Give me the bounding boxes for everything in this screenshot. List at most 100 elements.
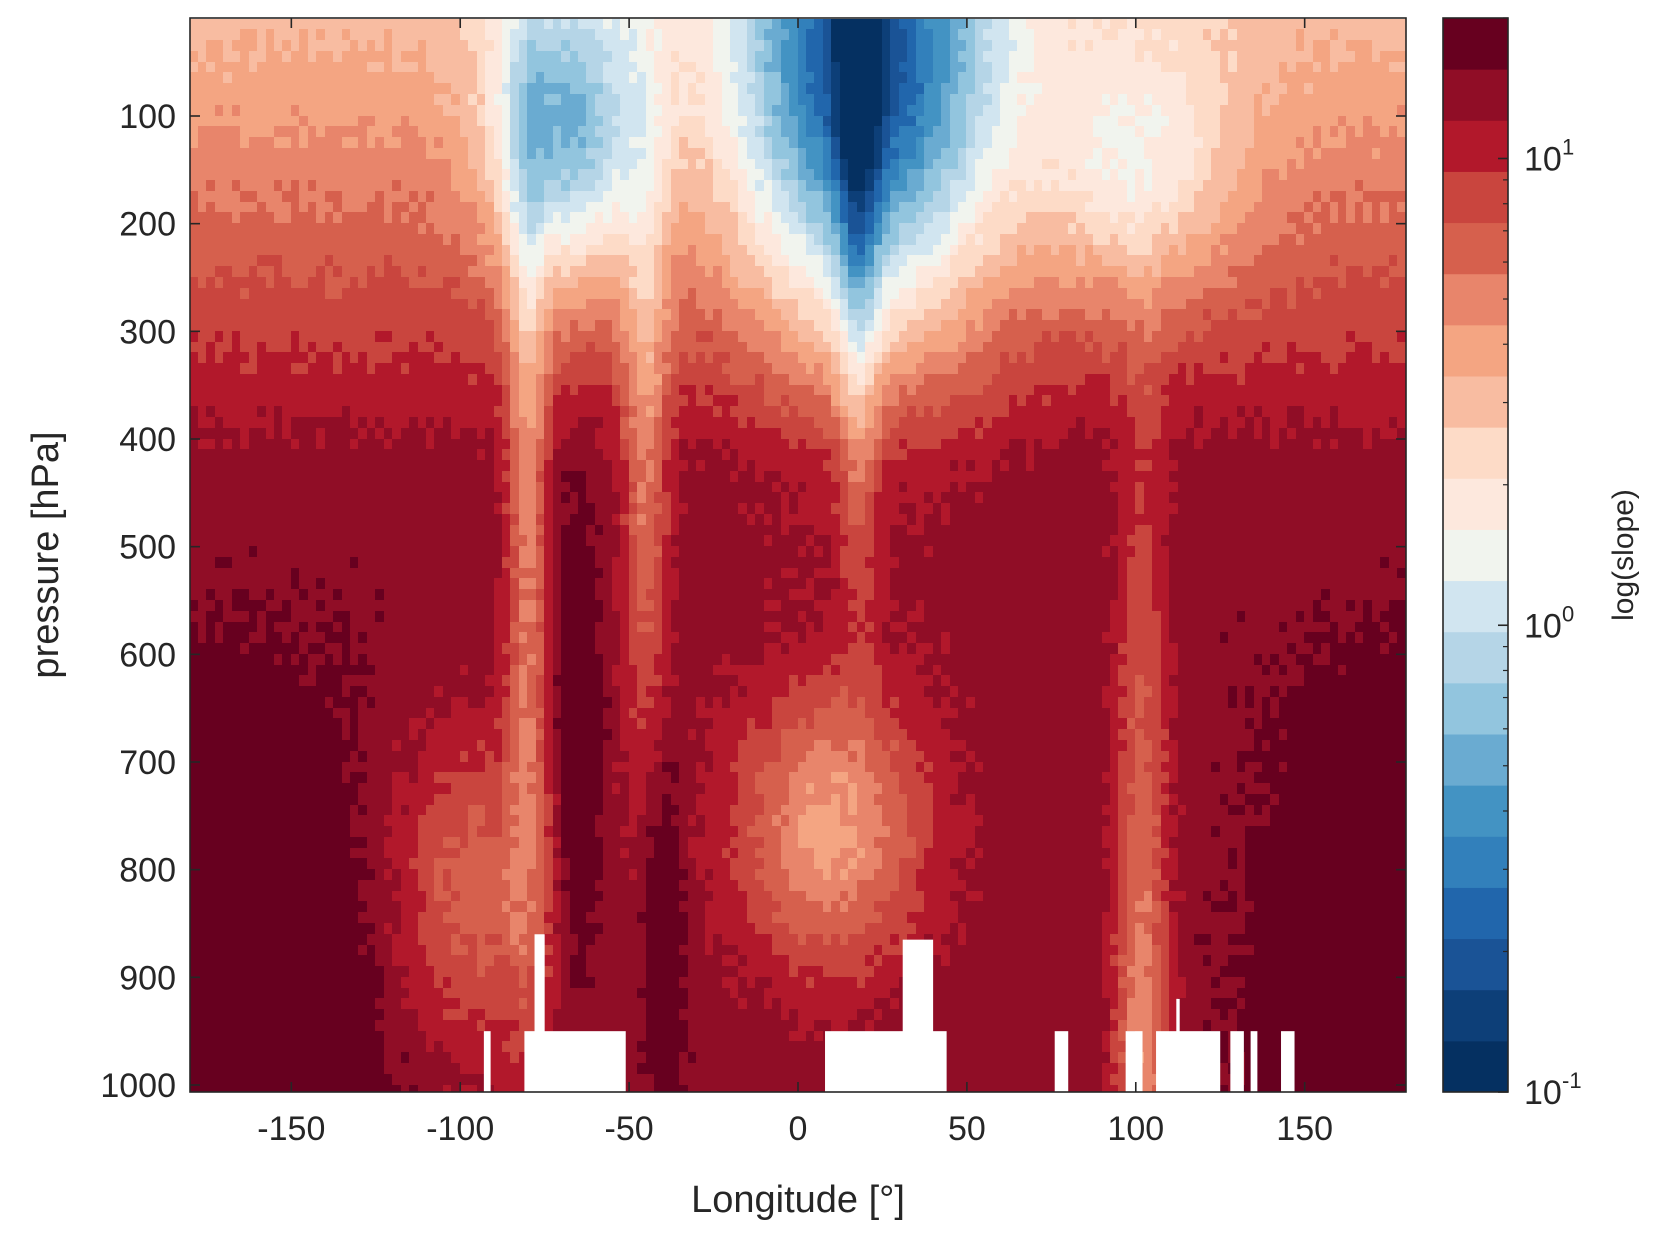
heatmap-cell (460, 654, 470, 667)
heatmap-cell (266, 116, 276, 128)
heatmap-cell (198, 234, 208, 247)
heatmap-cell (308, 19, 318, 31)
heatmap-cell (477, 40, 487, 53)
heatmap-cell (553, 998, 563, 1011)
heatmap-cell (586, 482, 597, 494)
heatmap-cell (544, 148, 555, 161)
heatmap-cell (595, 331, 605, 344)
heatmap-cell (586, 514, 597, 527)
heatmap-cell (342, 643, 352, 656)
heatmap-cell (206, 169, 217, 182)
heatmap-cell (333, 288, 343, 301)
heatmap-cell (392, 320, 403, 333)
heatmap-cell (477, 439, 487, 451)
heatmap-cell (510, 169, 521, 182)
heatmap-cell (316, 299, 327, 311)
heatmap-cell (502, 1085, 512, 1093)
heatmap-cell (358, 255, 369, 268)
heatmap-cell (375, 83, 386, 96)
heatmap-cell (325, 912, 335, 925)
heatmap-cell (477, 331, 487, 344)
heatmap-cell (418, 1041, 428, 1054)
heatmap-cell (333, 848, 343, 860)
heatmap-cell (384, 923, 394, 936)
heatmap-cell (392, 934, 403, 947)
heatmap-cell (375, 665, 386, 677)
heatmap-cell (342, 848, 352, 860)
heatmap-cell (342, 331, 352, 344)
heatmap-cell (215, 805, 225, 817)
heatmap-cell (553, 880, 563, 893)
heatmap-cell (586, 546, 597, 559)
heatmap-cell (468, 568, 479, 580)
heatmap-cell (308, 578, 318, 591)
heatmap-cell (274, 374, 284, 387)
heatmap-cell (494, 51, 504, 64)
heatmap-cell (350, 611, 360, 624)
heatmap-cell (215, 815, 225, 828)
heatmap-cell (223, 116, 234, 128)
heatmap-cell (561, 740, 571, 753)
heatmap-cell (595, 234, 605, 247)
heatmap-cell (291, 395, 301, 408)
heatmap-cell (519, 578, 529, 591)
heatmap-cell (434, 600, 445, 613)
heatmap-cell (190, 180, 200, 193)
heatmap-cell (299, 471, 310, 484)
heatmap-cell (502, 611, 512, 624)
heatmap-cell (527, 503, 538, 516)
heatmap-cell (308, 934, 318, 947)
heatmap-cell (578, 772, 588, 785)
heatmap-cell (418, 180, 428, 193)
heatmap-cell (477, 288, 487, 301)
heatmap-cell (502, 180, 512, 193)
heatmap-cell (510, 600, 521, 613)
heatmap-cells (190, 19, 1407, 1093)
heatmap-cell (586, 826, 597, 839)
heatmap-cell (350, 116, 360, 128)
heatmap-cell (325, 180, 335, 193)
heatmap-cell (536, 439, 546, 451)
heatmap-cell (240, 966, 251, 979)
heatmap-cell (299, 116, 310, 128)
heatmap-cell (519, 525, 529, 537)
heatmap-cell (232, 266, 242, 279)
heatmap-cell (215, 1074, 225, 1086)
heatmap-cell (358, 202, 369, 214)
heatmap-cell (392, 578, 403, 591)
heatmap-cell (401, 805, 411, 817)
heatmap-cell (544, 923, 555, 936)
heatmap-cell (333, 1063, 343, 1076)
heatmap-cell (536, 632, 546, 645)
heatmap-cell (578, 600, 588, 613)
heatmap-cell (350, 191, 360, 204)
heatmap-cell (527, 708, 538, 720)
heatmap-cell (215, 309, 225, 322)
heatmap-cell (316, 212, 327, 225)
heatmap-cell (215, 643, 225, 656)
heatmap-cell (477, 277, 487, 290)
heatmap-cell (392, 514, 403, 527)
heatmap-cell (367, 255, 377, 268)
heatmap-cell (409, 137, 419, 150)
heatmap-cell (342, 869, 352, 882)
heatmap-cell (603, 148, 614, 161)
heatmap-cell (282, 729, 293, 742)
heatmap-cell (266, 62, 276, 74)
heatmap-cell (274, 578, 284, 591)
heatmap-cell (544, 643, 555, 656)
heatmap-cell (223, 546, 234, 559)
heatmap-cell (333, 439, 343, 451)
heatmap-cell (460, 794, 470, 807)
heatmap-cell (409, 568, 419, 580)
heatmap-cell (190, 94, 200, 107)
heatmap-cell (477, 923, 487, 936)
heatmap-cell (232, 417, 242, 430)
heatmap-cell (316, 460, 327, 473)
heatmap-cell (240, 288, 251, 301)
heatmap-cell (595, 105, 605, 117)
heatmap-cell (384, 998, 394, 1011)
heatmap-cell (240, 72, 251, 85)
heatmap-cell (384, 395, 394, 408)
heatmap-cell (477, 826, 487, 839)
